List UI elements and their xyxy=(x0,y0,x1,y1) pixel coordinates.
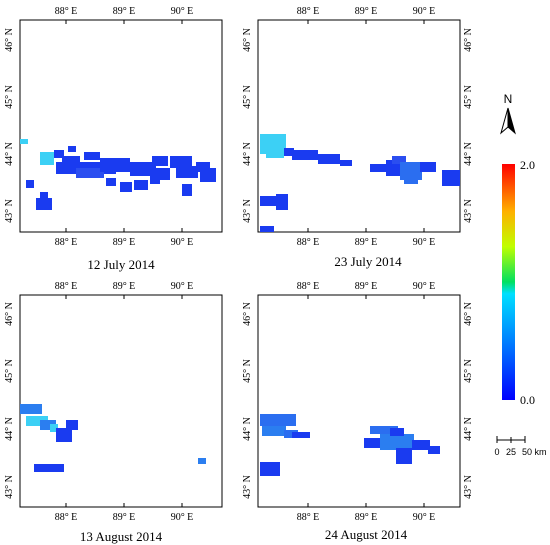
bottom-axis-ticks xyxy=(307,503,425,507)
panel-caption: 12 July 2014 xyxy=(87,257,155,272)
lat-label-46: 46° N xyxy=(242,28,253,52)
lake-pixels xyxy=(20,139,216,210)
lat-label-44: 44° N xyxy=(242,142,253,166)
lat-label-46: 46° N xyxy=(242,302,253,326)
lon-label-89: 89° E xyxy=(355,281,378,292)
lon-label-90: 90° E xyxy=(413,281,436,292)
scale-label-50km: 50 km xyxy=(522,447,547,457)
scale-label-0: 0 xyxy=(494,447,499,457)
lat-label-45-right: 45° N xyxy=(463,85,474,109)
panel-12-july-2014: 88° E 89° E 90° E 88° E 89° E 90° E 46° … xyxy=(4,6,223,272)
top-axis-ticks xyxy=(307,20,425,24)
lat-label-43-right: 43° N xyxy=(463,475,474,499)
lake-pixels xyxy=(260,414,440,476)
lat-label-43: 43° N xyxy=(4,475,15,499)
lat-label-43-right: 43° N xyxy=(463,199,474,223)
lat-label-43: 43° N xyxy=(4,199,15,223)
lat-label-45: 45° N xyxy=(242,359,253,383)
colorbar-gradient xyxy=(502,164,515,400)
map-frame xyxy=(257,19,461,233)
bottom-axis-ticks xyxy=(65,228,183,232)
panel-13-august-2014: 88° E 89° E 90° E 88° E 89° E 90° E 46° … xyxy=(4,281,223,544)
lat-label-44: 44° N xyxy=(4,142,15,166)
north-label: N xyxy=(504,92,513,106)
bottom-axis-ticks xyxy=(307,228,425,232)
lon-label-90: 90° E xyxy=(413,6,436,17)
lat-label-46: 46° N xyxy=(4,28,15,52)
north-arrow-icon xyxy=(500,107,516,135)
scale-bar-line xyxy=(496,436,526,443)
colorbar-min-label: 0.0 xyxy=(520,393,535,407)
lake-pixels xyxy=(260,134,460,232)
map-frame xyxy=(19,19,223,233)
map-frame xyxy=(257,294,461,508)
lon-label-88-bottom: 88° E xyxy=(55,237,78,248)
panel-caption: 23 July 2014 xyxy=(334,254,402,269)
lon-label-89: 89° E xyxy=(355,6,378,17)
lon-label-88-bottom: 88° E xyxy=(297,237,320,248)
lon-label-90-bottom: 90° E xyxy=(413,237,436,248)
lat-label-45: 45° N xyxy=(4,85,15,109)
panel-23-july-2014: 88° E 89° E 90° E 88° E 89° E 90° E 46° … xyxy=(242,6,474,269)
lat-label-44-right: 44° N xyxy=(463,417,474,441)
lat-label-43: 43° N xyxy=(242,475,253,499)
colorbar-max-label: 2.0 xyxy=(520,158,535,172)
lon-label-88-bottom: 88° E xyxy=(297,512,320,523)
lat-label-43: 43° N xyxy=(242,199,253,223)
lat-label-46-right: 46° N xyxy=(463,302,474,326)
lat-label-44: 44° N xyxy=(4,417,15,441)
lat-label-46: 46° N xyxy=(4,302,15,326)
scale-bar: 0 25 50 km xyxy=(494,436,547,457)
lon-label-90-bottom: 90° E xyxy=(171,512,194,523)
top-axis-ticks xyxy=(65,295,183,299)
lon-label-89-bottom: 89° E xyxy=(113,512,136,523)
lon-label-90: 90° E xyxy=(171,6,194,17)
lon-label-89: 89° E xyxy=(113,6,136,17)
top-axis-ticks xyxy=(65,20,183,24)
lon-label-90-bottom: 90° E xyxy=(171,237,194,248)
lat-label-46-right: 46° N xyxy=(463,28,474,52)
panel-24-august-2014: 88° E 89° E 90° E 88° E 89° E 90° E 46° … xyxy=(242,281,474,542)
top-axis-ticks xyxy=(307,295,425,299)
lat-label-45: 45° N xyxy=(4,359,15,383)
lon-label-88: 88° E xyxy=(55,281,78,292)
lake-pixels xyxy=(20,404,206,472)
lon-label-88: 88° E xyxy=(297,6,320,17)
lat-label-44-right: 44° N xyxy=(463,142,474,166)
scale-label-25: 25 xyxy=(506,447,516,457)
lon-label-89-bottom: 89° E xyxy=(113,237,136,248)
panel-caption: 24 August 2014 xyxy=(325,527,408,542)
lat-label-45-right: 45° N xyxy=(463,359,474,383)
colorbar: 2.0 0.0 xyxy=(502,158,535,407)
north-arrow: N xyxy=(500,92,516,135)
lon-label-89-bottom: 89° E xyxy=(355,237,378,248)
map-frame xyxy=(19,294,223,508)
lat-label-45: 45° N xyxy=(242,85,253,109)
lon-label-88-bottom: 88° E xyxy=(55,512,78,523)
lon-label-88: 88° E xyxy=(297,281,320,292)
lon-label-90-bottom: 90° E xyxy=(413,512,436,523)
bottom-axis-ticks xyxy=(65,503,183,507)
lat-label-44: 44° N xyxy=(242,417,253,441)
lon-label-90: 90° E xyxy=(171,281,194,292)
lon-label-88: 88° E xyxy=(55,6,78,17)
lon-label-89-bottom: 89° E xyxy=(355,512,378,523)
panel-caption: 13 August 2014 xyxy=(80,529,163,544)
lon-label-89: 89° E xyxy=(113,281,136,292)
